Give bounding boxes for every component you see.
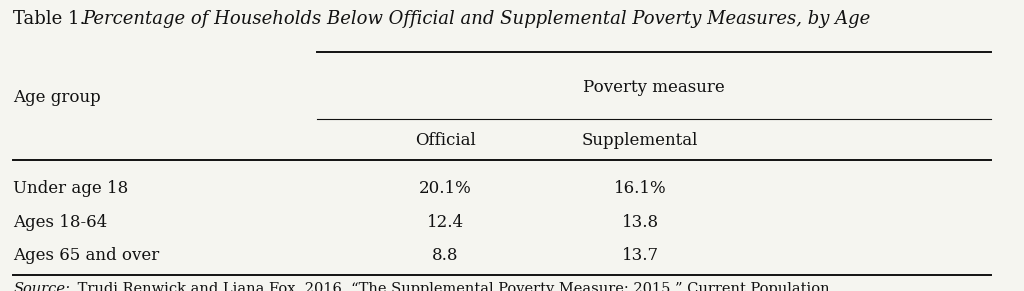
Text: Ages 18-64: Ages 18-64 <box>13 214 108 231</box>
Text: Age group: Age group <box>13 89 101 106</box>
Text: Trudi Renwick and Liana Fox. 2016. “The Supplemental Poverty Measure: 2015.” Cur: Trudi Renwick and Liana Fox. 2016. “The … <box>73 282 829 291</box>
Text: Poverty measure: Poverty measure <box>584 79 725 95</box>
Text: Official: Official <box>415 132 476 149</box>
Text: 13.8: 13.8 <box>622 214 658 231</box>
Text: Supplemental: Supplemental <box>582 132 698 149</box>
Text: 16.1%: 16.1% <box>613 180 667 197</box>
Text: Percentage of Households Below Official and Supplemental Poverty Measures, by Ag: Percentage of Households Below Official … <box>82 10 870 28</box>
Text: 8.8: 8.8 <box>432 247 459 264</box>
Text: Ages 65 and over: Ages 65 and over <box>13 247 160 264</box>
Text: 20.1%: 20.1% <box>419 180 472 197</box>
Text: Source:: Source: <box>13 282 71 291</box>
Text: 12.4: 12.4 <box>427 214 464 231</box>
Text: 13.7: 13.7 <box>622 247 658 264</box>
Text: Under age 18: Under age 18 <box>13 180 129 197</box>
Text: Table 1.: Table 1. <box>13 10 91 28</box>
